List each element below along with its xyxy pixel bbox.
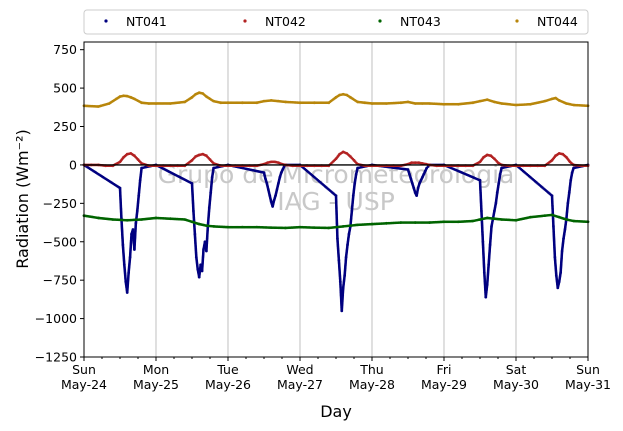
y-tick-label: 250 bbox=[53, 119, 77, 134]
y-tick-label: −1000 bbox=[35, 311, 77, 326]
x-axis: SunMay-24MonMay-25TueMay-26WedMay-27ThuM… bbox=[61, 357, 611, 392]
x-tick-label-day: Mon bbox=[143, 362, 169, 377]
x-tick-label-date: May-31 bbox=[565, 377, 611, 392]
x-tick-label-day: Sat bbox=[506, 362, 527, 377]
x-tick-label-day: Thu bbox=[359, 362, 383, 377]
y-tick-label: −750 bbox=[43, 273, 77, 288]
x-tick-label-date: May-25 bbox=[133, 377, 179, 392]
legend-marker bbox=[378, 19, 382, 23]
legend-item: NT043 bbox=[378, 14, 441, 29]
y-tick-label: −500 bbox=[43, 234, 77, 249]
legend-label: NT044 bbox=[537, 14, 578, 29]
legend-item: NT042 bbox=[243, 14, 306, 29]
legend-item: NT044 bbox=[515, 14, 578, 29]
x-tick-label-date: May-26 bbox=[205, 377, 251, 392]
grid-lines bbox=[155, 42, 517, 357]
y-tick-label: −250 bbox=[43, 196, 77, 211]
y-tick-label: 500 bbox=[53, 81, 77, 96]
y-tick-label: −1250 bbox=[35, 350, 77, 365]
legend-label: NT043 bbox=[400, 14, 441, 29]
y-axis-title: Radiation (Wm⁻²) bbox=[13, 129, 32, 268]
y-axis: −1250 −1000 −750 −500 −250 0 250 500 750 bbox=[35, 42, 84, 365]
legend-marker bbox=[515, 19, 519, 23]
x-tick-label-day: Wed bbox=[286, 362, 313, 377]
legend-label: NT042 bbox=[265, 14, 306, 29]
legend-item: NT041 bbox=[104, 14, 167, 29]
series-NT043 bbox=[82, 213, 590, 230]
x-tick-label-day: Tue bbox=[216, 362, 239, 377]
legend-marker bbox=[243, 19, 247, 23]
legend-marker bbox=[104, 19, 108, 23]
x-tick-label-date: May-29 bbox=[421, 377, 467, 392]
x-tick-label-day: Fri bbox=[437, 362, 452, 377]
x-tick-label-date: May-27 bbox=[277, 377, 323, 392]
x-axis-title: Day bbox=[320, 402, 352, 421]
y-tick-label: 0 bbox=[69, 157, 77, 172]
x-tick-label-date: May-28 bbox=[349, 377, 395, 392]
legend: NT041 NT042 NT043 NT044 bbox=[83, 9, 589, 35]
legend-box bbox=[83, 9, 589, 35]
plot-series bbox=[82, 91, 590, 313]
legend-label: NT041 bbox=[126, 14, 167, 29]
x-tick-label-date: May-30 bbox=[493, 377, 539, 392]
y-tick-label: 750 bbox=[53, 42, 77, 57]
x-tick-label-day: Sun bbox=[72, 362, 96, 377]
series-NT044 bbox=[82, 91, 590, 108]
x-tick-label-date: May-24 bbox=[61, 377, 107, 392]
x-tick-label-day: Sun bbox=[576, 362, 600, 377]
